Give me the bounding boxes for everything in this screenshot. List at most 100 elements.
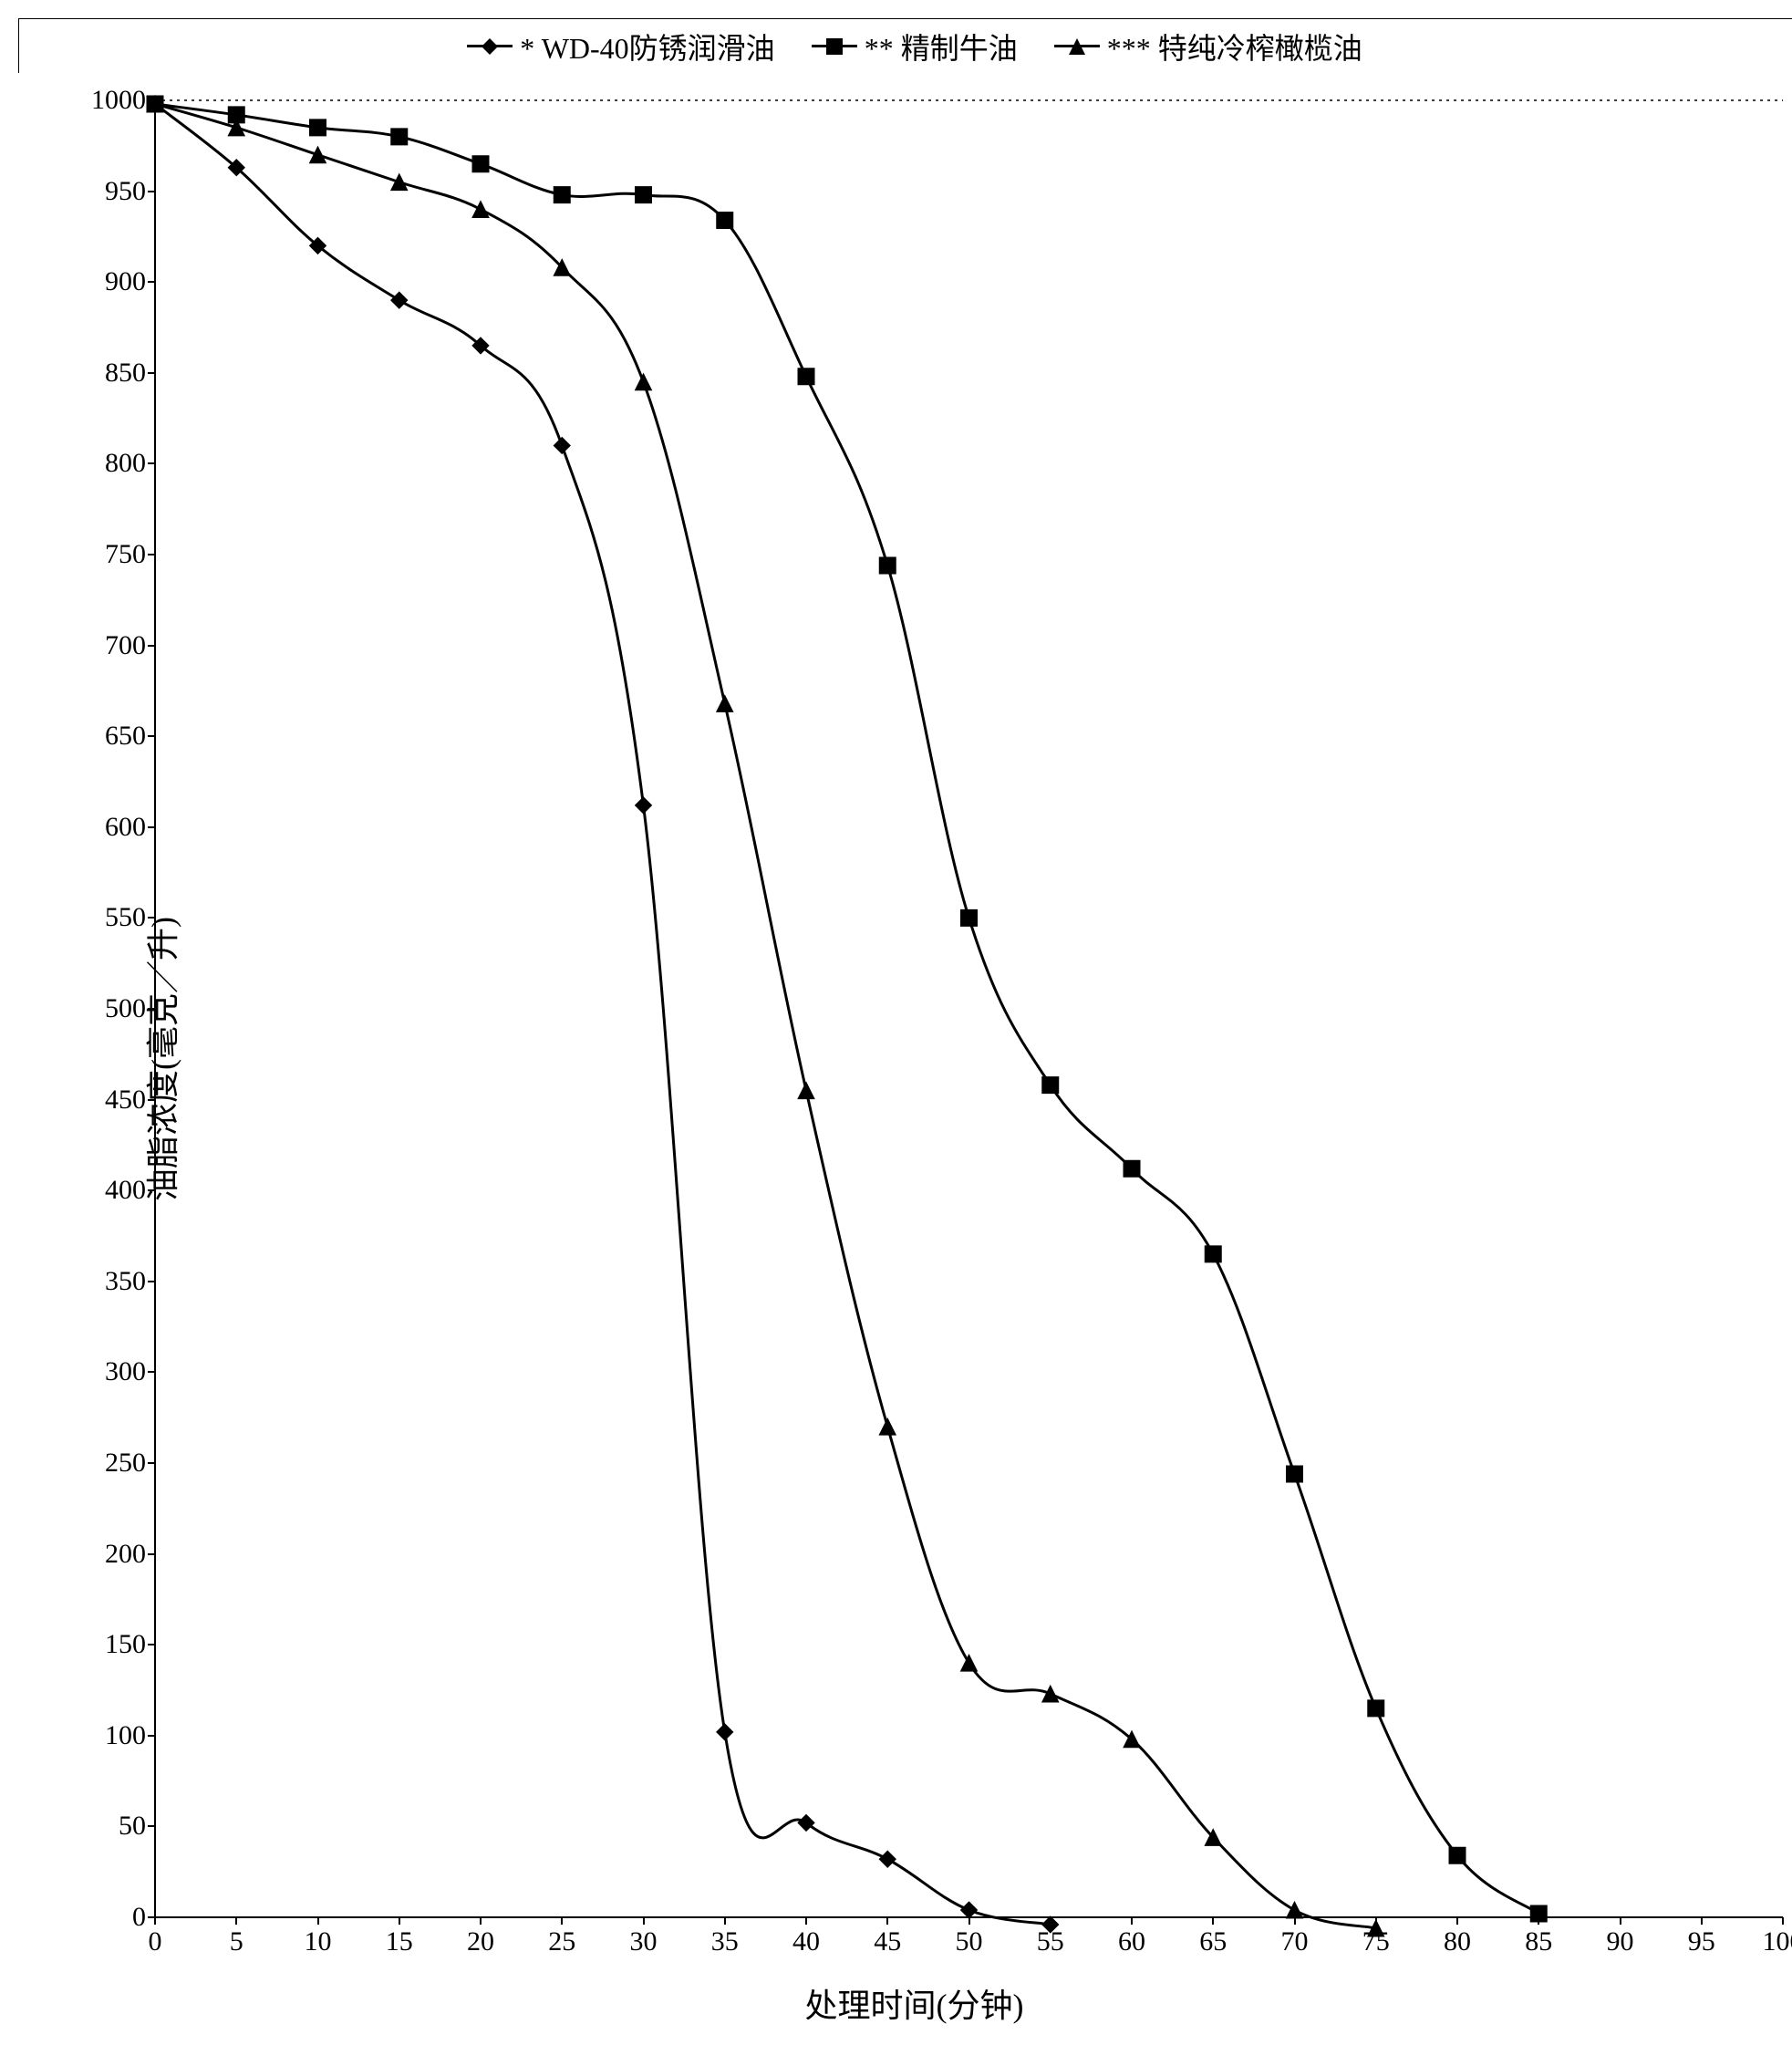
square-icon <box>824 36 844 57</box>
legend-line <box>812 45 857 47</box>
x-tick <box>805 1917 807 1925</box>
series-marker-tallow <box>1124 1160 1140 1177</box>
series-marker-olive <box>391 174 408 191</box>
y-tick <box>148 554 155 555</box>
y-tick-label: 0 <box>132 1902 146 1933</box>
y-tick-label: 250 <box>105 1448 146 1479</box>
series-marker-tallow <box>636 187 652 203</box>
legend-line <box>467 45 513 47</box>
x-tick <box>317 1917 319 1925</box>
y-tick-label: 150 <box>105 1629 146 1660</box>
series-marker-olive <box>1042 1686 1059 1702</box>
series-marker-wd40 <box>961 1902 978 1918</box>
series-marker-tallow <box>1287 1466 1303 1482</box>
series-marker-olive <box>636 374 652 390</box>
x-tick-label: 5 <box>230 1926 243 1957</box>
chart-container: * WD-40防锈润滑油** 精制牛油*** 特纯冷榨橄榄油 油脂浓度(毫克／升… <box>18 18 1792 2027</box>
x-tick <box>969 1917 970 1925</box>
legend-line <box>1054 45 1100 47</box>
legend-label: ** 精制牛油 <box>865 26 1018 67</box>
series-marker-olive <box>310 147 326 163</box>
series-marker-olive <box>717 695 733 711</box>
x-tick-label: 15 <box>386 1926 413 1957</box>
y-tick <box>148 1099 155 1101</box>
series-marker-tallow <box>961 909 978 926</box>
x-tick <box>643 1917 645 1925</box>
x-tick-label: 90 <box>1607 1926 1634 1957</box>
series-line-wd40 <box>155 104 1051 1925</box>
y-tick <box>148 917 155 919</box>
plot-area: 0501001502002503003504004505005506006507… <box>155 100 1783 1917</box>
y-tick-label: 650 <box>105 721 146 752</box>
x-tick <box>480 1917 482 1925</box>
x-tick-label: 75 <box>1362 1926 1390 1957</box>
plot-outer: 油脂浓度(毫克／升) 处理时间(分钟) 05010015020025030035… <box>18 91 1792 2027</box>
series-marker-tallow <box>1449 1847 1466 1863</box>
legend: * WD-40防锈润滑油 ** 精制牛油 *** 特纯冷榨橄榄油 <box>18 18 1792 73</box>
x-tick <box>1782 1917 1784 1925</box>
series-marker-tallow <box>391 129 408 145</box>
series-marker-wd40 <box>717 1724 733 1740</box>
x-tick <box>1456 1917 1458 1925</box>
y-tick-label: 950 <box>105 176 146 207</box>
series-line-tallow <box>155 104 1538 1914</box>
series-marker-tallow <box>1205 1246 1221 1262</box>
x-tick-label: 100 <box>1763 1926 1792 1957</box>
x-tick <box>561 1917 563 1925</box>
y-tick-label: 550 <box>105 902 146 933</box>
x-tick-label: 65 <box>1199 1926 1227 1957</box>
y-tick-label: 350 <box>105 1266 146 1297</box>
x-tick <box>1375 1917 1377 1925</box>
legend-item: *** 特纯冷榨橄榄油 <box>1054 26 1362 67</box>
series-marker-wd40 <box>554 437 570 453</box>
triangle-icon <box>1067 36 1087 57</box>
x-tick-label: 40 <box>792 1926 820 1957</box>
y-tick-label: 600 <box>105 812 146 843</box>
y-tick-label: 1000 <box>91 85 146 116</box>
series-marker-tallow <box>717 212 733 228</box>
series-line-olive <box>155 104 1376 1928</box>
series-marker-tallow <box>310 119 326 136</box>
legend-item: ** 精制牛油 <box>812 26 1018 67</box>
x-tick <box>1294 1917 1296 1925</box>
series-marker-olive <box>798 1083 814 1099</box>
y-tick <box>148 1371 155 1373</box>
x-tick-label: 55 <box>1037 1926 1064 1957</box>
y-tick <box>148 1281 155 1282</box>
series-marker-olive <box>472 202 489 218</box>
y-tick-label: 500 <box>105 993 146 1024</box>
y-tick <box>148 1735 155 1737</box>
series-marker-tallow <box>554 187 570 203</box>
y-tick-label: 700 <box>105 630 146 661</box>
y-tick-label: 800 <box>105 448 146 479</box>
y-tick-label: 900 <box>105 266 146 297</box>
y-tick <box>148 735 155 737</box>
y-tick <box>148 99 155 101</box>
x-tick-label: 50 <box>956 1926 983 1957</box>
y-tick <box>148 826 155 828</box>
x-tick-label: 80 <box>1444 1926 1471 1957</box>
x-tick-label: 35 <box>711 1926 739 1957</box>
y-tick <box>148 281 155 283</box>
plot-svg <box>155 100 1783 1917</box>
y-tick-label: 750 <box>105 539 146 570</box>
series-marker-tallow <box>1368 1700 1384 1717</box>
x-tick <box>1131 1917 1133 1925</box>
x-tick-label: 10 <box>305 1926 332 1957</box>
y-tick <box>148 1553 155 1555</box>
series-marker-olive <box>879 1418 896 1435</box>
x-tick-label: 45 <box>874 1926 901 1957</box>
legend-item: * WD-40防锈润滑油 <box>467 26 774 67</box>
x-tick <box>399 1917 400 1925</box>
series-marker-olive <box>961 1655 978 1671</box>
x-tick <box>724 1917 726 1925</box>
x-tick <box>1538 1917 1539 1925</box>
x-tick <box>886 1917 888 1925</box>
y-tick-label: 850 <box>105 358 146 389</box>
y-tick <box>148 372 155 374</box>
y-tick-label: 100 <box>105 1720 146 1751</box>
series-marker-tallow <box>879 557 896 574</box>
legend-label: * WD-40防锈润滑油 <box>520 26 774 67</box>
x-tick-label: 95 <box>1688 1926 1715 1957</box>
legend-label: *** 特纯冷榨橄榄油 <box>1107 26 1362 67</box>
